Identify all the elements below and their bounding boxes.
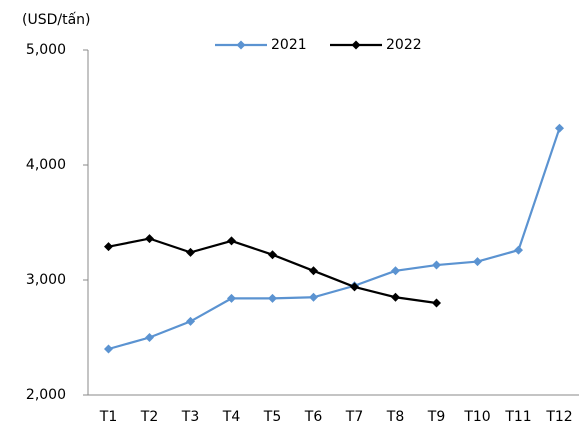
marker — [309, 266, 318, 276]
x-tick-label: T9 — [427, 409, 445, 425]
series-line — [108, 127, 561, 351]
y-tick-label: 2,000 — [26, 387, 66, 403]
y-tick-label: 4,000 — [26, 157, 66, 173]
x-tick-label: T4 — [222, 409, 241, 425]
x-tick-label: T10 — [463, 409, 490, 425]
y-tick-label: 5,000 — [26, 42, 66, 58]
marker — [432, 298, 441, 308]
x-tick-label: T11 — [504, 409, 531, 425]
marker — [268, 293, 277, 303]
x-tick-label: T5 — [263, 409, 281, 425]
x-tick-label: T1 — [99, 409, 117, 425]
y-tick-label: 3,000 — [26, 272, 66, 288]
x-tick-label: T2 — [140, 409, 158, 425]
marker — [186, 247, 195, 257]
marker — [145, 234, 154, 244]
marker — [432, 260, 441, 270]
x-tick-label: T6 — [304, 409, 323, 425]
series-line — [108, 237, 437, 305]
x-tick-label: T8 — [386, 409, 404, 425]
marker — [309, 292, 318, 302]
y-axis-label: (USD/tấn) — [22, 12, 91, 28]
marker — [145, 333, 154, 342]
marker — [227, 293, 236, 303]
marker — [186, 316, 195, 326]
marker — [268, 250, 277, 260]
marker — [473, 257, 482, 267]
marker — [514, 245, 523, 255]
x-tick-label: T3 — [181, 409, 199, 425]
marker — [350, 282, 359, 292]
legend-marker — [236, 40, 246, 50]
marker — [104, 242, 113, 252]
legend-label: 2021 — [271, 37, 307, 53]
marker — [104, 344, 113, 354]
legend-marker — [351, 40, 361, 50]
marker — [391, 266, 400, 276]
marker — [555, 123, 564, 133]
marker — [227, 236, 236, 246]
x-tick-label: T7 — [345, 409, 363, 425]
x-tick-label: T12 — [545, 409, 572, 425]
legend-label: 2022 — [386, 37, 422, 53]
marker — [391, 292, 400, 302]
